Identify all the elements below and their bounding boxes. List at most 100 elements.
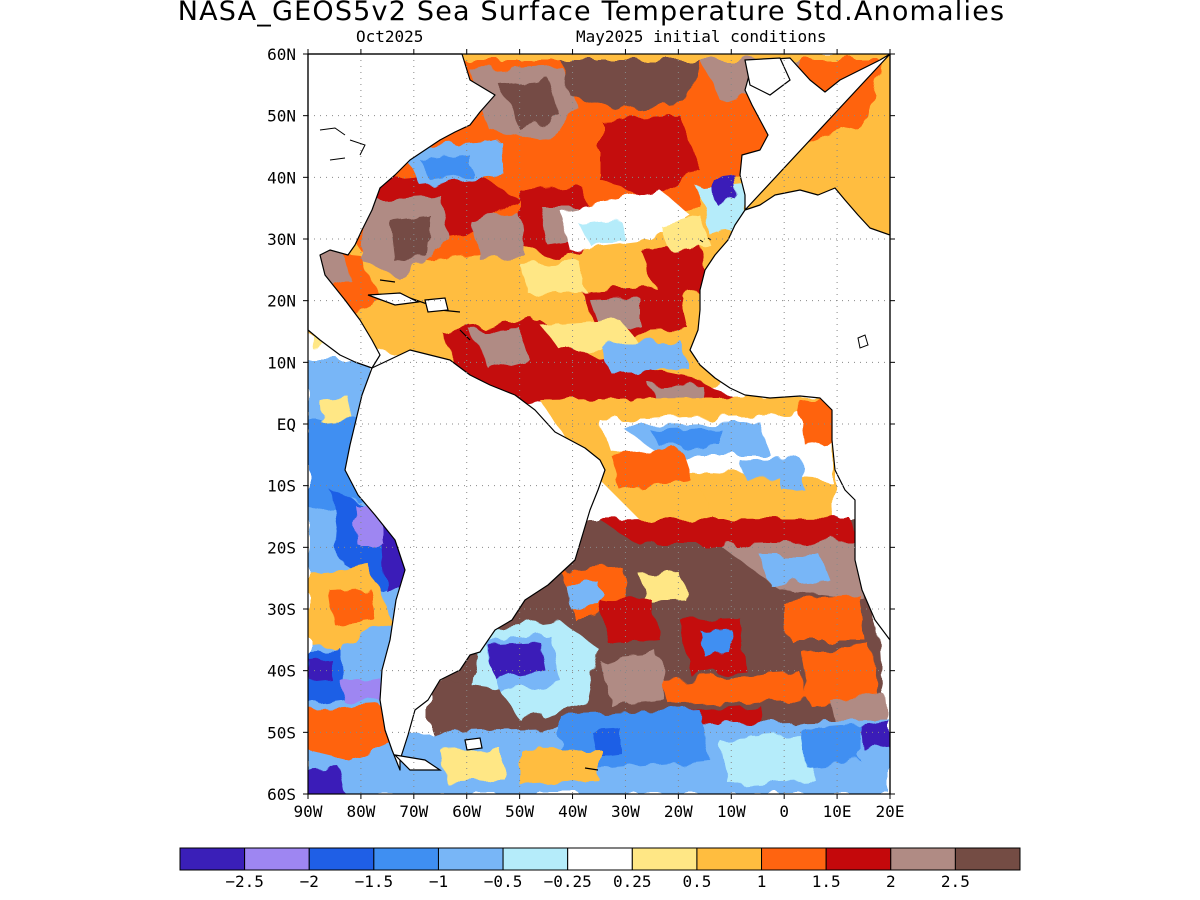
colorbar-tick-label: −2 xyxy=(300,872,319,891)
anomaly-region xyxy=(600,598,660,645)
south-georgia xyxy=(584,767,599,771)
initial-conditions-label: May2025 initial conditions xyxy=(576,27,827,46)
anomaly-region xyxy=(540,320,640,350)
lat-tick-label: 50S xyxy=(267,723,296,742)
anomaly-region xyxy=(580,220,625,245)
lat-tick-label: 30S xyxy=(267,600,296,619)
anomaly-region xyxy=(700,478,790,525)
lon-tick-label: 80W xyxy=(346,802,375,821)
anomaly-region xyxy=(712,175,736,202)
longitude-labels: 90W 80W 70W 60W 50W 40W 30W 20W 10W 0 10E 20E xyxy=(294,802,905,821)
anomaly-region xyxy=(488,642,545,678)
colorbar-swatch xyxy=(567,847,633,871)
anomaly-region xyxy=(330,588,375,625)
colorbar-tick-label: −0.5 xyxy=(484,872,523,891)
lon-tick-label: 70W xyxy=(399,802,428,821)
colorbar-swatch xyxy=(631,847,698,871)
cuba-hispaniola xyxy=(367,292,449,313)
anomaly-region xyxy=(640,573,685,602)
anomaly-region xyxy=(600,340,690,372)
colorbar-tick-label: 2 xyxy=(886,872,896,891)
colorbar-tick-label: 1.5 xyxy=(812,872,841,891)
anomaly-region xyxy=(800,725,860,765)
anomaly-region xyxy=(565,583,600,608)
map-title: NASA_GEOS5v2 Sea Surface Temperature Std… xyxy=(177,0,1006,27)
lat-tick-label: 60N xyxy=(267,45,296,64)
anomaly-region xyxy=(600,115,700,200)
colorbar-tick-label: 2.5 xyxy=(941,872,970,891)
greenland-iceland-land xyxy=(744,57,791,96)
colorbar-swatch xyxy=(244,847,310,871)
lat-tick-label: 20N xyxy=(267,292,296,311)
anomaly-region xyxy=(340,678,385,703)
colorbar-tick-label: 1 xyxy=(757,872,767,891)
anomaly-region xyxy=(320,398,355,423)
colorbar-tick-label: −1 xyxy=(429,872,448,891)
anomaly-region xyxy=(860,722,890,748)
anomaly-region xyxy=(600,655,665,705)
anomaly-region xyxy=(780,595,865,640)
anomaly-region xyxy=(590,298,640,328)
south-america-land xyxy=(344,349,606,771)
anomaly-region xyxy=(310,658,332,682)
colorbar-swatch xyxy=(890,847,956,871)
lon-tick-label: 90W xyxy=(294,802,323,821)
colorbar-swatch xyxy=(954,847,1021,871)
anomaly-region xyxy=(660,215,710,250)
colorbar-swatch xyxy=(373,847,439,871)
anomaly-region xyxy=(520,262,585,295)
anomaly-region xyxy=(700,628,732,657)
anomaly-region xyxy=(500,80,560,130)
anomaly-region xyxy=(520,748,600,785)
anomaly-region xyxy=(308,768,345,794)
falkland-islands xyxy=(464,737,483,751)
latitude-labels: 60N 50N 40N 30N 20N 10N EQ 10S 20S 30S 40S 50S 60S xyxy=(267,45,296,804)
great-lakes xyxy=(319,127,366,161)
anomaly-region xyxy=(800,398,840,445)
anomaly-region xyxy=(470,215,525,260)
colorbar-swatch xyxy=(825,847,892,871)
anomaly-region xyxy=(430,680,520,740)
anomaly-region xyxy=(660,672,810,705)
lat-tick-label: 40N xyxy=(267,168,296,187)
colorbar-swatch xyxy=(502,847,569,871)
lon-tick-label: 10E xyxy=(823,802,852,821)
forecast-month: Oct2025 xyxy=(356,27,424,46)
lon-tick-label: 20E xyxy=(876,802,905,821)
lon-tick-label: 10W xyxy=(717,802,746,821)
colorbar-swatch xyxy=(179,847,246,871)
lat-tick-label: 50N xyxy=(267,107,296,126)
lon-tick-label: 30W xyxy=(611,802,640,821)
lat-tick-label: 40S xyxy=(267,662,296,681)
lat-tick-label: 60S xyxy=(267,785,296,804)
lat-tick-label: 10S xyxy=(267,477,296,496)
lon-tick-label: 40W xyxy=(558,802,587,821)
cape-verde xyxy=(857,334,869,349)
colorbar-swatch xyxy=(437,847,504,871)
colorbar-tick-label: −2.5 xyxy=(225,872,264,891)
canaries xyxy=(699,237,712,243)
anomaly-region xyxy=(760,555,830,585)
lat-tick-label: 20S xyxy=(267,538,296,557)
lon-tick-label: 20W xyxy=(664,802,693,821)
axis-ticks xyxy=(303,49,895,799)
colorbar-tick-label: 0.25 xyxy=(613,872,652,891)
lat-tick-label: 30N xyxy=(267,230,296,249)
anomaly-region xyxy=(560,60,700,110)
colorbar-swatch xyxy=(761,847,827,871)
north-america-land xyxy=(307,53,496,369)
anomaly-region xyxy=(720,735,815,785)
tierra-del-fuego xyxy=(393,754,442,771)
colorbar-swatch xyxy=(696,847,763,871)
lon-tick-label: 60W xyxy=(452,802,481,821)
anomaly-region xyxy=(308,705,400,760)
anomaly-region xyxy=(440,748,505,782)
lon-tick-label: 50W xyxy=(505,802,534,821)
anomaly-region xyxy=(650,428,720,447)
anomaly-region xyxy=(420,155,470,180)
lon-tick-label: 0 xyxy=(779,802,789,821)
anomaly-region xyxy=(470,328,530,370)
lat-tick-label: 10N xyxy=(267,353,296,372)
colorbar-tick-label: −0.25 xyxy=(544,872,592,891)
